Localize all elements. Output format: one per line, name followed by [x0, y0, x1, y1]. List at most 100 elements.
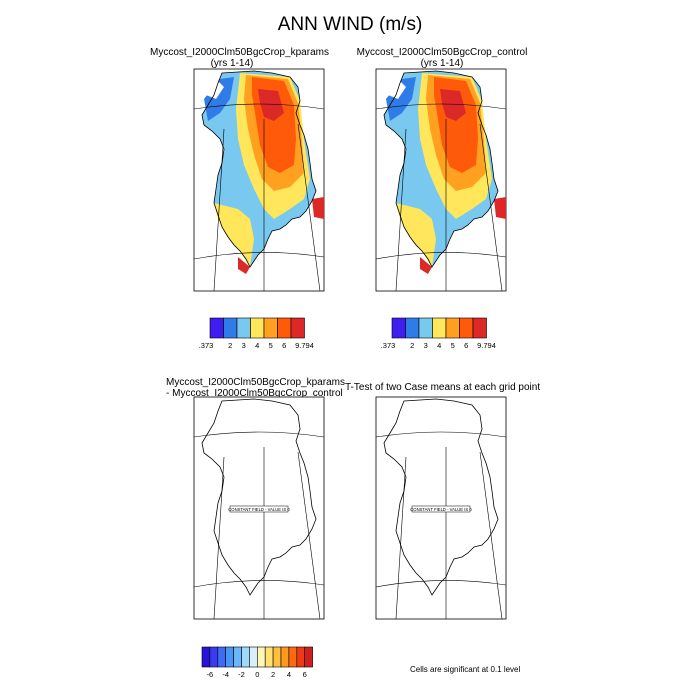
colorbar-control-tick-label: 4	[437, 341, 441, 350]
graticule-line	[213, 456, 225, 619]
colorbar-kparams-tick-label: 9.794	[295, 341, 314, 350]
graticule-line	[376, 103, 506, 110]
panel-title-control-years: (yrs 1-14)	[420, 58, 464, 69]
colorbar-kparams-tick-label: .373	[199, 341, 214, 350]
graticule-line	[479, 123, 503, 291]
graticule-line	[479, 451, 503, 619]
constant-field-box	[411, 505, 471, 513]
panel-title-difference-line1: Myccost_I2000Clm50BgcCrop_kparams	[166, 377, 345, 388]
colorbar-kparams-swatch	[290, 317, 305, 339]
graticule-line	[194, 103, 324, 110]
colorbar-control-swatch	[418, 317, 433, 339]
colorbar-kparams-tick-label: 6	[282, 341, 286, 350]
colorbar-difference-swatch	[233, 646, 242, 668]
wind-region-south-yellow	[214, 203, 254, 267]
colorbar-difference-swatch	[201, 646, 211, 668]
colorbar-difference-tick-label: -2	[238, 670, 245, 679]
colorbar-difference-tick-label: -4	[222, 670, 229, 679]
colorbar-control-swatch	[405, 317, 420, 339]
map-inner	[194, 70, 324, 291]
colorbar-kparams-tick-label: 5	[269, 341, 273, 350]
wind-region-blue	[386, 77, 416, 121]
colorbar-kparams-tick-label: 4	[255, 341, 259, 350]
graticule-line	[395, 128, 407, 291]
colorbar-difference-swatch	[304, 646, 313, 668]
colorbar-control-tick-label: 6	[464, 341, 468, 350]
significance-note: Cells are significant at 0.1 level	[410, 665, 521, 674]
map-panel-0	[193, 68, 325, 292]
constant-field-label: CONSTANT FIELD - VALUE IS 0	[410, 507, 472, 512]
colorbar-difference-swatch	[217, 646, 227, 668]
panel-title-control-name: Myccost_I2000Clm50BgcCrop_control	[356, 47, 528, 58]
graticule-line	[194, 580, 324, 588]
colorbar-difference-tick-label: 4	[287, 670, 291, 679]
wind-region-red	[440, 89, 466, 121]
colorbar-control-tick-label: 5	[451, 341, 455, 350]
wind-region-east-red	[494, 197, 506, 219]
colorbar-kparams-swatch	[223, 317, 238, 339]
wind-region-blue	[204, 77, 234, 121]
colorbar-kparams-tick-label: 3	[242, 341, 246, 350]
colorbar-difference-tick-label: 2	[271, 670, 275, 679]
colorbar-kparams-swatch	[250, 317, 265, 339]
constant-field-box	[229, 505, 289, 513]
colorbar-control-swatch	[459, 317, 474, 339]
graticule-line	[376, 431, 506, 438]
colorbar-difference-swatch	[288, 646, 298, 668]
wind-region-red	[258, 89, 284, 121]
panel-title-ttest: T-Test of two Case means at each grid po…	[345, 382, 541, 393]
map-panel-1	[375, 68, 507, 292]
colorbar-difference-swatch	[256, 646, 266, 668]
colorbar-control-swatch	[472, 317, 487, 339]
graticule-line	[194, 252, 324, 260]
panel-title-kparams: Myccost_I2000Clm50BgcCrop_kparams (yrs 1…	[150, 47, 329, 69]
colorbar-difference-tick-label: 0	[255, 670, 259, 679]
graticule-line	[297, 451, 321, 619]
colorbar-kparams-swatch	[236, 317, 251, 339]
colorbar-difference-swatch	[225, 646, 234, 668]
colorbar-kparams-tick-label: 2	[228, 341, 232, 350]
page-title: ANN WIND (m/s)	[277, 14, 423, 35]
map-inner	[376, 70, 506, 291]
colorbar-control-tick-label: 3	[424, 341, 428, 350]
colorbar-difference-swatch	[264, 646, 274, 668]
colorbar-control-swatch	[432, 317, 447, 339]
colorbar-control-swatch	[391, 317, 406, 339]
panel-title-kparams-years: (yrs 1-14)	[210, 58, 254, 69]
graticule-line	[213, 128, 225, 291]
colorbar-difference-swatch	[209, 646, 219, 668]
colorbar-control-tick-label: 9.794	[477, 341, 496, 350]
map-inner	[376, 398, 506, 619]
panel-title-difference-line2: - Myccost_I2000Clm50BgcCrop_control	[166, 388, 343, 399]
colorbar-control-tick-label: .373	[381, 341, 396, 350]
colorbar-difference-swatch	[296, 646, 305, 668]
panel-title-kparams-name: Myccost_I2000Clm50BgcCrop_kparams	[150, 47, 329, 58]
colorbar-difference-tick-label: 6	[303, 670, 307, 679]
map-inner	[194, 398, 324, 619]
panel-title-control: Myccost_I2000Clm50BgcCrop_control (yrs 1…	[352, 47, 532, 69]
graticule-line	[395, 456, 407, 619]
panel-title-difference: Myccost_I2000Clm50BgcCrop_kparams - Mycc…	[166, 377, 346, 399]
colorbar-difference-tick-label: -6	[207, 670, 214, 679]
graticule-line	[376, 580, 506, 588]
colorbar-difference-swatch	[272, 646, 282, 668]
graticule-line	[376, 252, 506, 260]
wind-region-white	[388, 81, 406, 99]
colorbar-difference-swatch	[241, 646, 250, 668]
colorbar-control-swatch	[445, 317, 460, 339]
colorbar-difference-swatch	[249, 646, 258, 668]
constant-field-label: CONSTANT FIELD - VALUE IS 0	[228, 507, 290, 512]
colorbar-difference-swatch	[280, 646, 290, 668]
graticule-line	[194, 431, 324, 438]
colorbar-kparams-swatch	[209, 317, 224, 339]
wind-region-south-red	[238, 257, 250, 274]
wind-region-south-red	[420, 257, 432, 274]
graticule-line	[297, 123, 321, 291]
wind-region-east-red	[312, 197, 324, 219]
wind-region-south-yellow	[396, 203, 436, 267]
colorbar-control-tick-label: 2	[410, 341, 414, 350]
wind-region-white	[206, 81, 224, 99]
colorbar-kparams-swatch	[277, 317, 292, 339]
colorbar-kparams-swatch	[263, 317, 278, 339]
